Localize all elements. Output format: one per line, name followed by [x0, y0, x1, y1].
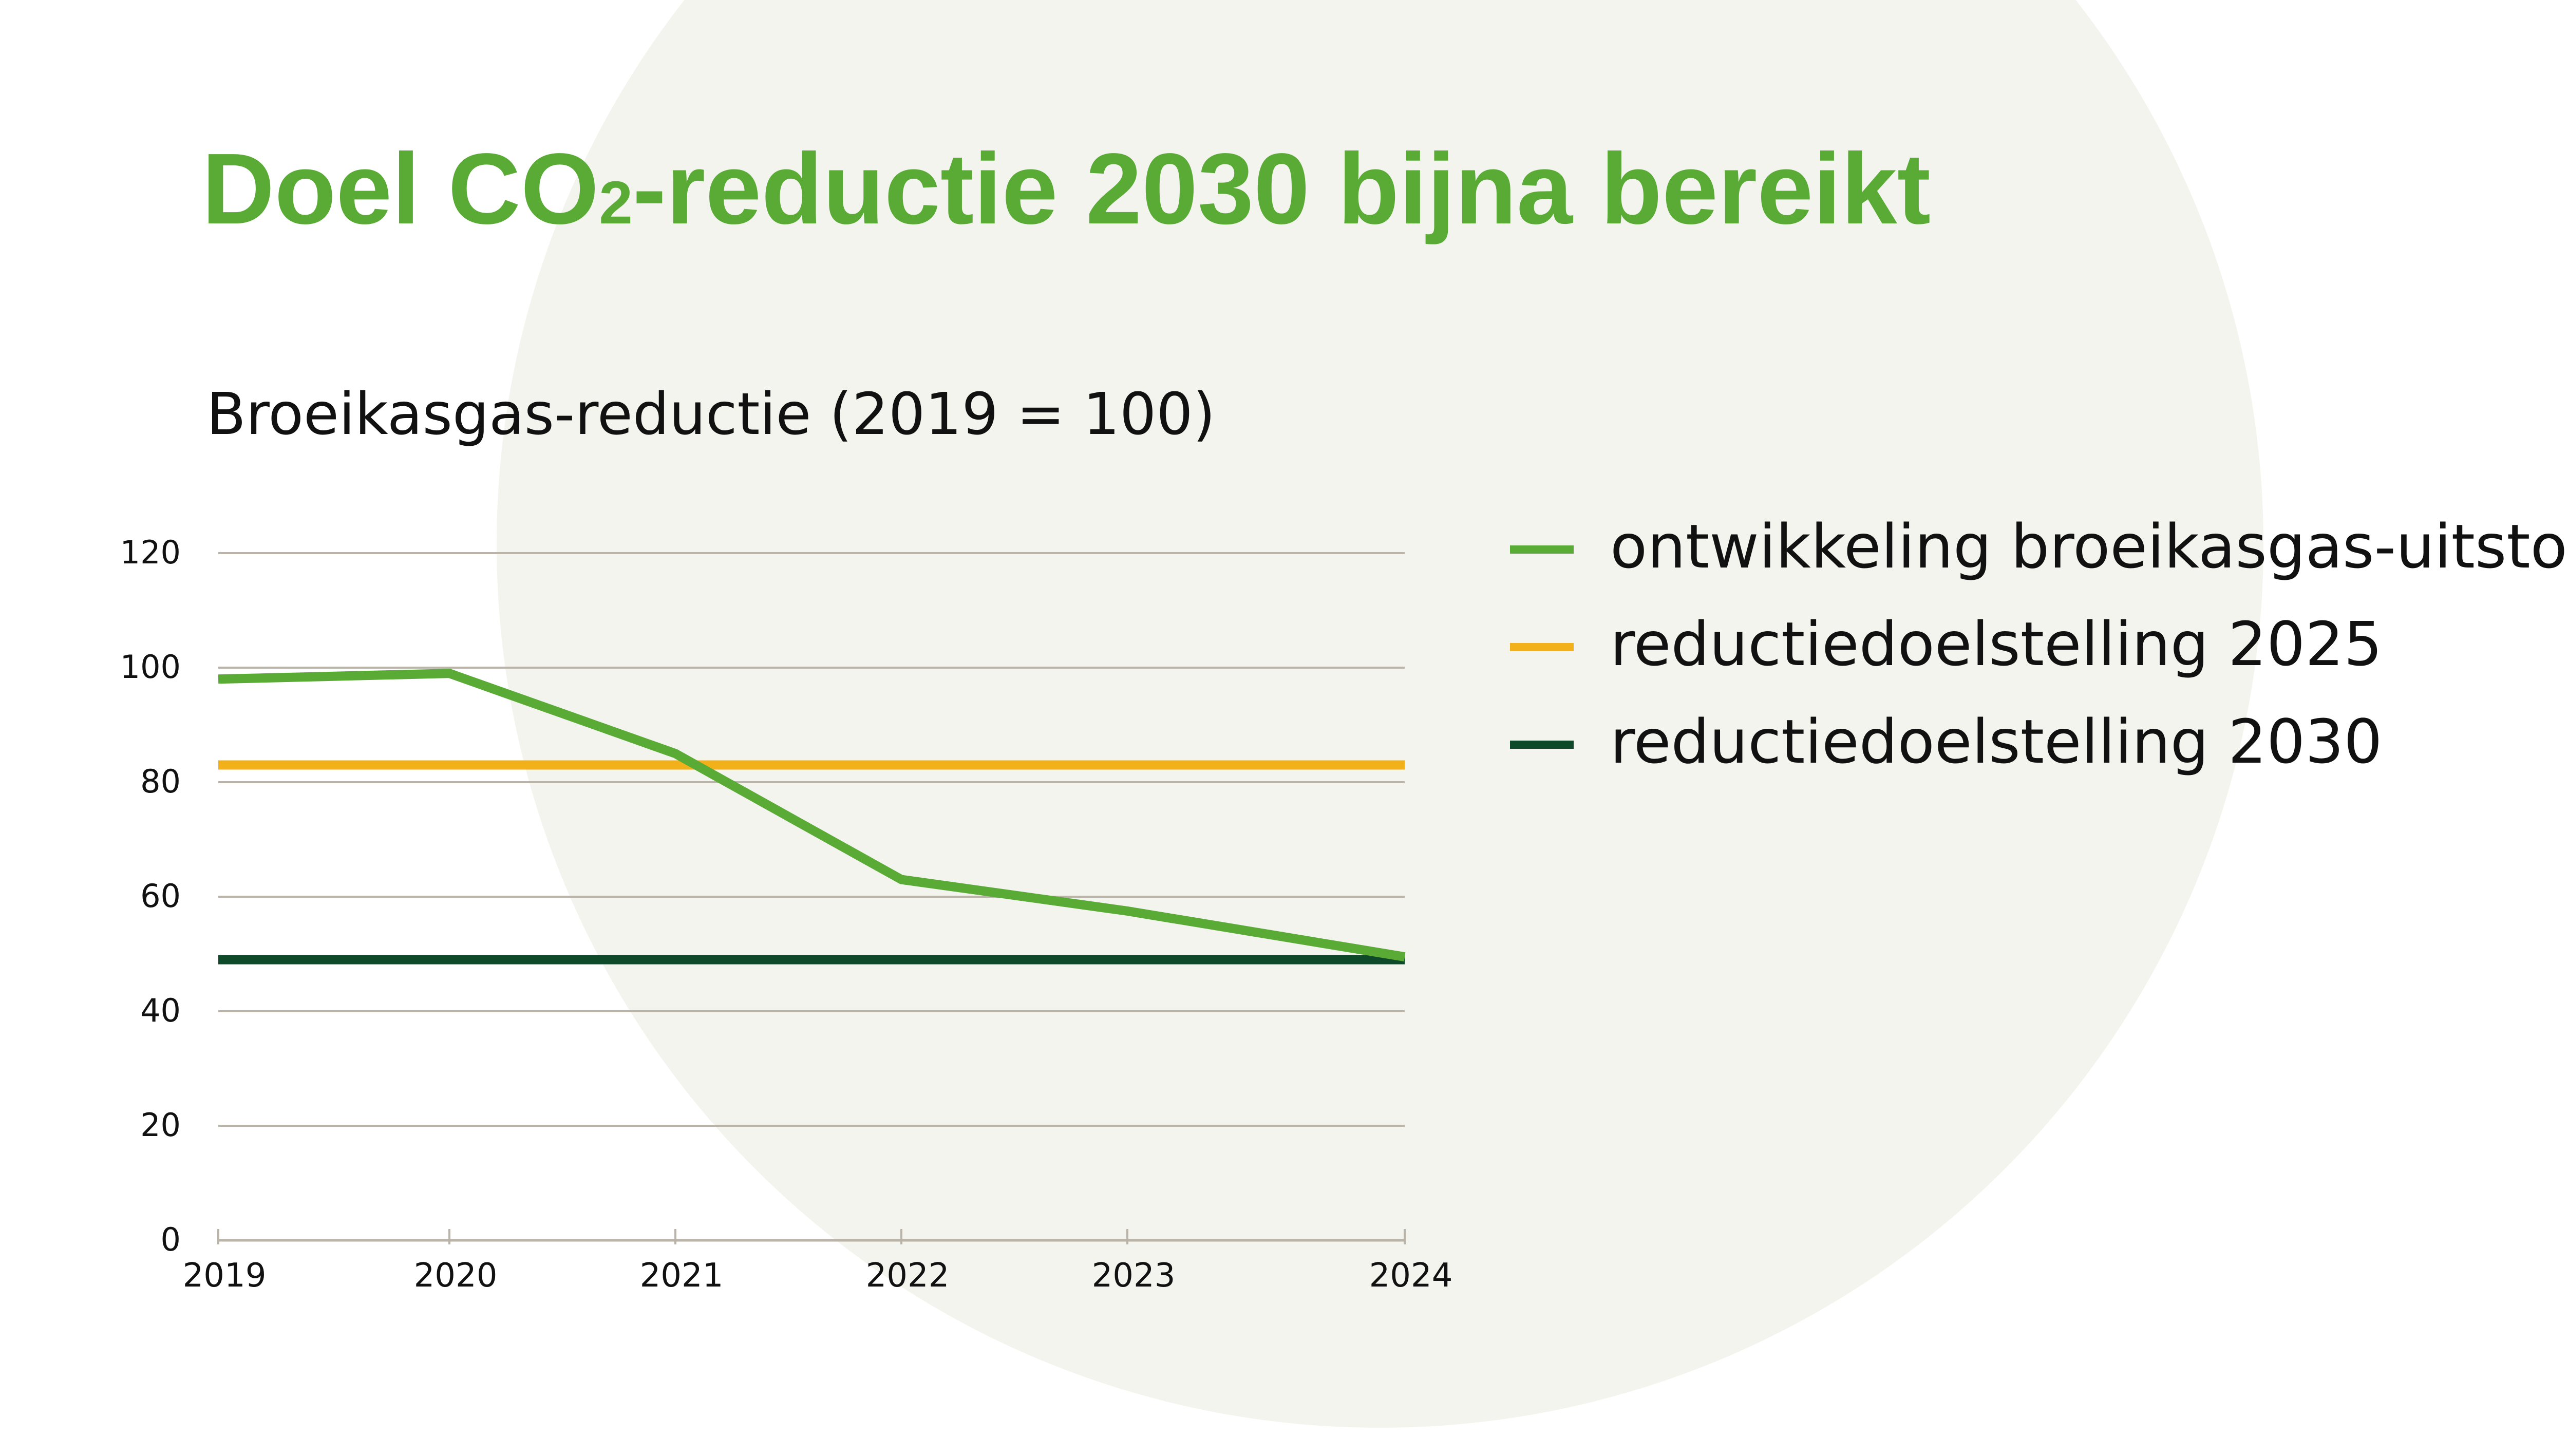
x-tick-label: 2019 [183, 1257, 267, 1295]
title-suffix: -reductie 2030 bijna bereikt [632, 133, 1931, 245]
chart-subtitle: Broeikasgas-reductie (2019 = 100) [206, 380, 1215, 449]
subtitle-main: Broeikasgas-reductie [206, 381, 811, 448]
x-tick-label: 2024 [1369, 1257, 1453, 1295]
y-tick-label: 40 [140, 992, 181, 1029]
background-circle [497, 0, 2263, 1428]
legend-swatch [1510, 643, 1574, 651]
legend-swatch [1510, 545, 1574, 554]
title-subscript: 2 [599, 169, 633, 237]
y-tick-label: 80 [140, 763, 181, 800]
x-tick-label: 2023 [1092, 1257, 1176, 1295]
y-tick-label: 60 [140, 877, 181, 915]
gridlines [218, 552, 1405, 1127]
x-tick-label: 2022 [866, 1257, 950, 1295]
legend-label: reductiedoelstelling 2030 [1610, 706, 2383, 777]
legend-swatch [1510, 741, 1574, 749]
series-line-1 [218, 669, 1406, 961]
x-axis: 2019 2020 2021 2022 2023 2024 [183, 1229, 1453, 1295]
x-tick-label: 2020 [414, 1257, 498, 1295]
x-tick-label: 2021 [640, 1257, 724, 1295]
y-tick-label: 120 [120, 534, 181, 571]
legend-label: ontwikkeling broeikasgas-uitstoot [1610, 511, 2568, 582]
chart-title: Doel CO2-reductie 2030 bijna bereikt [202, 139, 1931, 239]
y-tick-label: 0 [161, 1221, 181, 1258]
y-tick-label: 20 [140, 1106, 181, 1144]
title-prefix: Doel CO [202, 133, 599, 245]
y-axis-ticks: 0 20 40 60 80 100 120 [120, 534, 181, 1258]
legend-label: reductiedoelstelling 2025 [1610, 609, 2383, 679]
y-tick-label: 100 [120, 648, 181, 686]
subtitle-note: (2019 = 100) [811, 381, 1216, 448]
series-lines [218, 669, 1406, 965]
